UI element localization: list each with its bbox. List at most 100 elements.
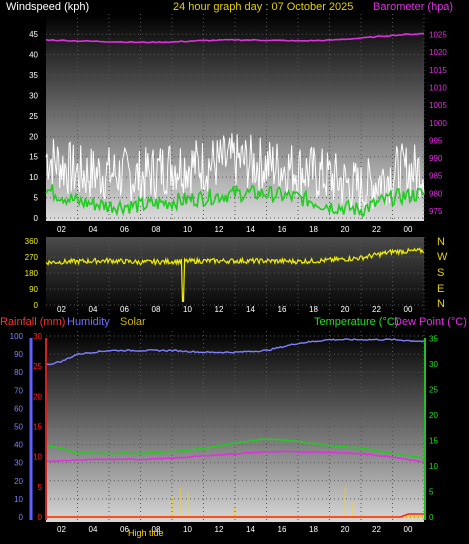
direction-tick-label: 90 [29, 285, 38, 294]
compass-label-south: S [437, 267, 445, 279]
direction-tick-label: 270 [25, 253, 39, 262]
wind-tick-label: 10 [29, 173, 38, 182]
climate-x-tick-label: 10 [183, 525, 192, 534]
direction-x-tick-label: 22 [372, 305, 381, 314]
wind-tick-label: 5 [34, 194, 39, 203]
wind-x-tick-label: 06 [120, 225, 129, 234]
climate-x-tick-label: 06 [120, 525, 129, 534]
direction-x-tick-label: 06 [120, 305, 129, 314]
humidity-tick-label: 100 [10, 332, 24, 341]
climate-x-tick-label: 18 [309, 525, 318, 534]
humidity-tick-label: 60 [14, 404, 23, 413]
wind-x-tick-label: 10 [183, 225, 192, 234]
rainfall-tick-label: 25 [33, 362, 42, 371]
climate-x-tick-label: 20 [341, 525, 350, 534]
wind-tick-label: 20 [29, 132, 38, 141]
barometer-tick-label: 990 [429, 154, 443, 163]
barometer-tick-label: 980 [429, 189, 443, 198]
direction-tick-label: 0 [34, 301, 39, 310]
humidity-tick-label: 50 [14, 423, 23, 432]
rainfall-tick-label: 10 [33, 453, 42, 462]
wind-tick-label: 25 [29, 112, 38, 121]
humidity-tick-label: 70 [14, 386, 23, 395]
barometer-tick-label: 1020 [429, 48, 447, 57]
barometer-axis-title: Barometer (hpa) [373, 1, 454, 13]
temperature-tick-label: 35 [429, 335, 438, 344]
wind-x-tick-label: 04 [89, 225, 98, 234]
temperature-axis-title: Temperature (°C) [314, 316, 399, 328]
temperature-tick-label: 5 [429, 488, 434, 497]
barometer-tick-label: 995 [429, 136, 443, 145]
wind-x-tick-label: 22 [372, 225, 381, 234]
compass-label-north: N [437, 236, 445, 248]
direction-tick-label: 360 [25, 237, 39, 246]
rainfall-series-line [46, 513, 424, 518]
rainfall-tick-label: 15 [33, 423, 42, 432]
humidity-series-line [45, 338, 425, 366]
direction-x-tick-label: 02 [57, 305, 66, 314]
wind-tick-label: 15 [29, 153, 38, 162]
direction-x-tick-label: 18 [309, 305, 318, 314]
temperature-tick-label: 0 [429, 513, 434, 522]
rainfall-tick-label: 0 [38, 513, 43, 522]
barometer-tick-label: 1015 [429, 66, 447, 75]
climate-x-tick-label: 02 [57, 525, 66, 534]
direction-x-tick-label: 16 [278, 305, 287, 314]
direction-x-tick-label: 20 [341, 305, 350, 314]
temperature-series-line [45, 438, 425, 460]
high-tide-label: High tide [128, 528, 164, 538]
humidity-tick-label: 40 [14, 441, 23, 450]
rainfall-axis-title: Rainfall (mm) [0, 316, 66, 328]
direction-x-tick-label: 14 [246, 305, 255, 314]
wind-x-tick-label: 16 [278, 225, 287, 234]
climate-x-tick-label: 08 [152, 525, 161, 534]
wind-tick-label: 0 [34, 214, 39, 223]
barometer-tick-label: 1010 [429, 83, 447, 92]
wind-tick-label: 35 [29, 71, 38, 80]
climate-x-tick-label: 12 [215, 525, 224, 534]
solar-axis-title: Solar [120, 316, 146, 328]
barometer-tick-label: 975 [429, 207, 443, 216]
direction-tick-label: 180 [25, 269, 39, 278]
direction-x-tick-label: 04 [89, 305, 98, 314]
direction-x-tick-label: 08 [152, 305, 161, 314]
humidity-tick-label: 80 [14, 368, 23, 377]
rainfall-tick-label: 20 [33, 392, 42, 401]
wind-x-tick-label: 14 [246, 225, 255, 234]
barometer-tick-label: 1005 [429, 101, 447, 110]
humidity-tick-label: 30 [14, 459, 23, 468]
barometer-tick-label: 1025 [429, 31, 447, 40]
wind-x-tick-label: 12 [215, 225, 224, 234]
barometer-series-line [45, 32, 425, 44]
windspeed-series-line [45, 184, 425, 218]
compass-label-north-2: N [437, 298, 445, 310]
wind-x-tick-label: 08 [152, 225, 161, 234]
wind-x-tick-label: 18 [309, 225, 318, 234]
wind-x-tick-label: 02 [57, 225, 66, 234]
humidity-tick-label: 10 [14, 495, 23, 504]
dewpoint-axis-title: Dew Point (°C) [394, 316, 467, 328]
barometer-tick-label: 985 [429, 172, 443, 181]
axis-tick-labels: 0510152025303540459759809859909951000100… [10, 30, 448, 534]
barometer-tick-label: 1000 [429, 119, 447, 128]
humidity-tick-label: 0 [19, 513, 24, 522]
temperature-tick-label: 15 [429, 437, 438, 446]
temperature-tick-label: 10 [429, 462, 438, 471]
temperature-tick-label: 25 [429, 386, 438, 395]
humidity-tick-label: 20 [14, 477, 23, 486]
climate-x-tick-label: 14 [246, 525, 255, 534]
wind-x-tick-label: 20 [341, 225, 350, 234]
rainfall-tick-label: 5 [38, 483, 43, 492]
temperature-tick-label: 20 [429, 411, 438, 420]
direction-x-tick-label: 00 [404, 305, 413, 314]
humidity-axis-title: Humidity [67, 316, 110, 328]
graph-date-title: 24 hour graph day : 07 October 2025 [173, 1, 354, 13]
wind-direction-series-line [45, 247, 425, 302]
gust-series-line [45, 133, 425, 213]
rainfall-tick-label: 30 [33, 332, 42, 341]
humidity-tick-label: 90 [14, 350, 23, 359]
climate-x-tick-label: 22 [372, 525, 381, 534]
dewpoint-series-line [45, 450, 425, 463]
climate-x-tick-label: 16 [278, 525, 287, 534]
